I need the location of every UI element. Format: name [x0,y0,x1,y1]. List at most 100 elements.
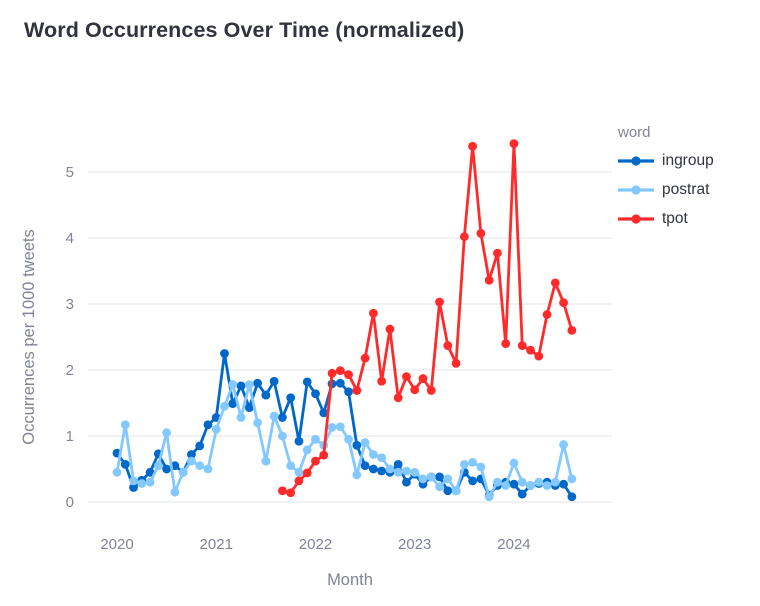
data-point-postrat[interactable] [145,477,155,487]
data-point-postrat[interactable] [112,467,122,477]
data-point-ingroup[interactable] [220,349,229,358]
data-point-ingroup[interactable] [468,476,478,486]
data-point-postrat[interactable] [542,481,552,490]
data-point-postrat[interactable] [244,380,254,389]
data-point-ingroup[interactable] [335,378,345,388]
data-point-ingroup[interactable] [352,440,362,450]
data-point-postrat[interactable] [393,467,403,477]
data-point-tpot[interactable] [335,366,345,376]
data-point-postrat[interactable] [269,411,279,421]
data-point-ingroup[interactable] [253,378,262,388]
data-point-tpot[interactable] [459,232,469,242]
data-point-postrat[interactable] [360,438,370,447]
data-point-tpot[interactable] [426,386,436,395]
data-point-postrat[interactable] [344,434,353,444]
data-point-tpot[interactable] [393,393,403,403]
data-point-ingroup[interactable] [145,467,155,477]
data-point-ingroup[interactable] [509,479,519,489]
data-point-ingroup[interactable] [195,441,205,451]
data-point-ingroup[interactable] [377,466,387,476]
data-point-postrat[interactable] [261,456,271,466]
data-point-tpot[interactable] [493,248,502,258]
data-point-postrat[interactable] [517,477,527,487]
data-point-ingroup[interactable] [261,390,271,400]
data-point-postrat[interactable] [294,467,304,477]
data-point-tpot[interactable] [559,298,568,308]
data-point-tpot[interactable] [368,308,378,318]
data-point-ingroup[interactable] [162,464,172,474]
data-point-postrat[interactable] [203,464,213,474]
data-point-ingroup[interactable] [559,479,568,489]
data-point-postrat[interactable] [459,459,469,469]
data-point-postrat[interactable] [352,470,362,480]
data-point-postrat[interactable] [286,461,296,471]
data-point-postrat[interactable] [253,418,262,428]
data-point-ingroup[interactable] [567,492,577,502]
data-point-tpot[interactable] [542,310,552,319]
data-point-postrat[interactable] [120,420,130,430]
data-point-postrat[interactable] [476,462,486,472]
data-point-ingroup[interactable] [120,459,130,469]
data-point-postrat[interactable] [509,458,519,468]
data-point-postrat[interactable] [385,464,395,474]
data-point-ingroup[interactable] [228,399,238,409]
data-point-postrat[interactable] [426,472,436,482]
data-point-tpot[interactable] [468,141,478,151]
data-point-postrat[interactable] [501,481,511,490]
data-point-postrat[interactable] [162,428,172,438]
data-point-tpot[interactable] [451,359,461,368]
data-point-tpot[interactable] [286,488,296,498]
data-point-tpot[interactable] [385,324,395,334]
data-point-tpot[interactable] [526,345,535,355]
data-point-postrat[interactable] [220,401,229,411]
data-point-postrat[interactable] [534,477,544,487]
data-point-postrat[interactable] [443,474,453,484]
data-point-postrat[interactable] [153,461,163,471]
data-point-postrat[interactable] [402,466,411,476]
data-point-ingroup[interactable] [236,381,246,391]
data-point-postrat[interactable] [236,413,246,422]
data-point-ingroup[interactable] [393,459,403,469]
data-point-tpot[interactable] [294,476,304,486]
data-point-postrat[interactable] [435,482,444,492]
data-point-ingroup[interactable] [278,413,287,422]
data-point-tpot[interactable] [534,351,544,361]
data-point-ingroup[interactable] [203,420,213,430]
data-point-tpot[interactable] [476,228,486,238]
data-point-postrat[interactable] [493,477,502,487]
data-point-tpot[interactable] [443,341,453,350]
data-point-tpot[interactable] [344,370,353,380]
series-tpot[interactable] [278,139,577,498]
data-point-postrat[interactable] [418,474,428,484]
data-point-tpot[interactable] [567,326,577,335]
data-point-tpot[interactable] [360,353,370,363]
data-point-tpot[interactable] [517,341,527,350]
data-point-postrat[interactable] [137,479,147,488]
data-point-tpot[interactable] [302,468,312,478]
data-point-postrat[interactable] [410,467,420,477]
data-point-tpot[interactable] [319,450,329,460]
data-point-ingroup[interactable] [311,389,320,399]
data-point-postrat[interactable] [178,467,188,477]
data-point-tpot[interactable] [509,139,519,149]
data-point-ingroup[interactable] [294,436,304,446]
data-point-tpot[interactable] [501,339,511,348]
data-point-ingroup[interactable] [443,486,453,496]
data-point-tpot[interactable] [278,486,287,496]
data-point-tpot[interactable] [484,275,494,285]
legend-item-postrat[interactable]: postrat [616,181,714,199]
data-point-ingroup[interactable] [286,393,296,403]
data-point-tpot[interactable] [352,386,362,395]
data-point-ingroup[interactable] [368,464,378,474]
data-point-ingroup[interactable] [344,387,353,397]
legend-item-tpot[interactable]: tpot [616,210,714,228]
data-point-tpot[interactable] [311,456,320,466]
data-point-postrat[interactable] [377,453,387,463]
data-point-tpot[interactable] [327,368,337,378]
data-point-postrat[interactable] [228,380,238,389]
data-point-ingroup[interactable] [302,377,312,387]
data-point-tpot[interactable] [435,297,444,307]
data-point-ingroup[interactable] [319,408,329,418]
data-point-postrat[interactable] [468,458,478,467]
